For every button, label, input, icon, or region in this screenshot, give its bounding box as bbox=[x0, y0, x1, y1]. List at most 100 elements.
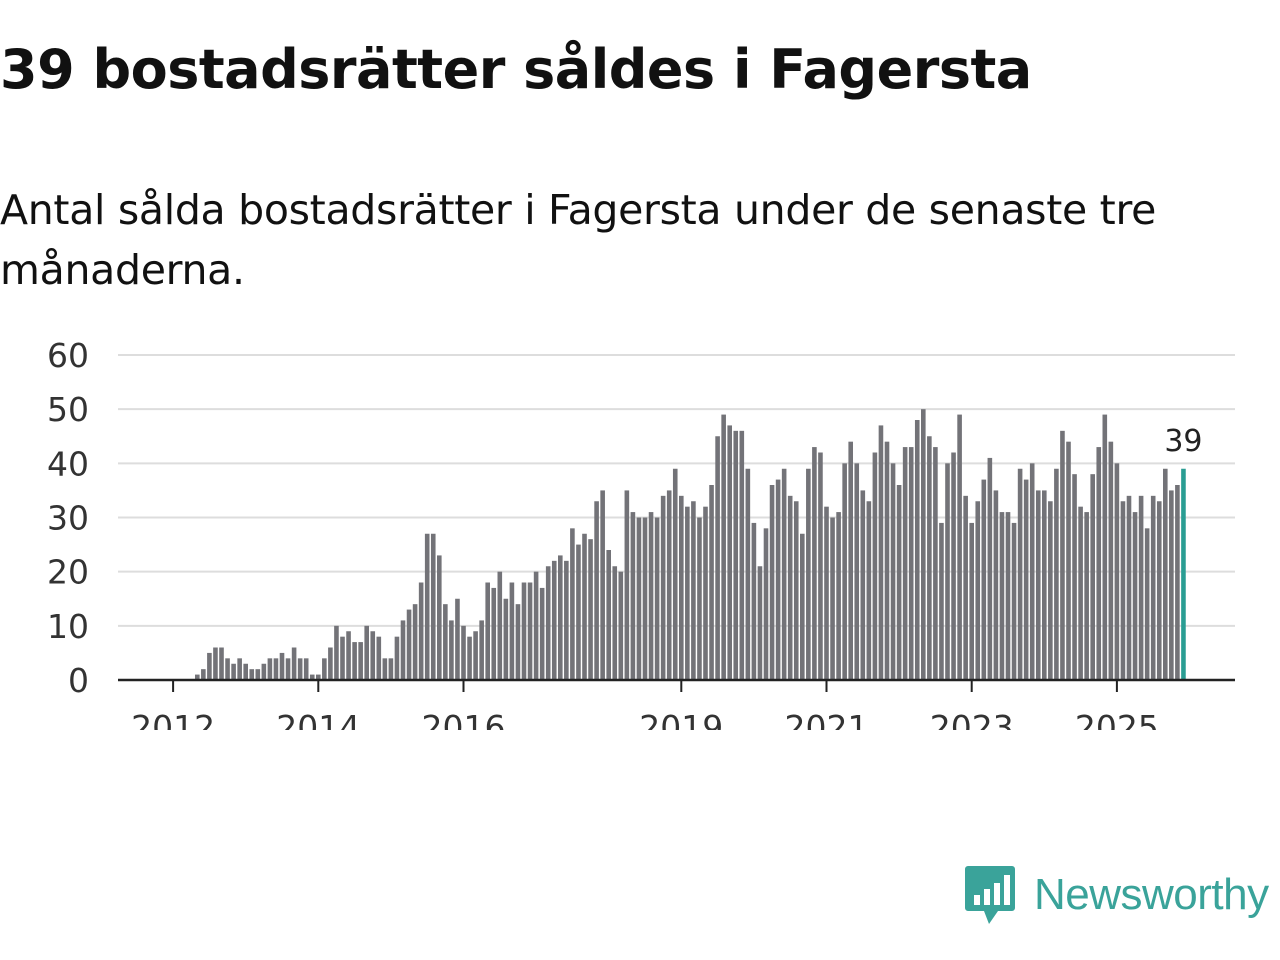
bar bbox=[1072, 474, 1077, 680]
bar bbox=[406, 609, 412, 680]
bar bbox=[612, 566, 618, 680]
bar bbox=[437, 555, 442, 680]
bar bbox=[775, 479, 781, 680]
bar-chart: 0 10 20 30 40 50 60 39 2012 2014 2016 2019 2021 2023 2… bbox=[47, 336, 1235, 730]
bar bbox=[309, 674, 315, 680]
bar bbox=[322, 658, 327, 680]
x-tick-label: 2014 bbox=[276, 708, 360, 730]
bar bbox=[745, 468, 751, 680]
bar bbox=[328, 647, 333, 680]
bar bbox=[545, 566, 551, 680]
bar bbox=[945, 463, 950, 680]
bar bbox=[1169, 490, 1174, 680]
bar bbox=[412, 604, 418, 680]
bar bbox=[243, 663, 248, 680]
bar bbox=[1048, 501, 1053, 680]
bar bbox=[781, 468, 787, 680]
bar bbox=[1156, 501, 1162, 680]
x-tick-label: 2025 bbox=[1075, 708, 1159, 730]
bar bbox=[1096, 447, 1102, 680]
bar bbox=[866, 501, 872, 680]
bar bbox=[279, 652, 285, 680]
bar bbox=[1017, 468, 1023, 680]
bar bbox=[733, 430, 739, 680]
bar bbox=[1114, 463, 1120, 680]
bar bbox=[467, 636, 472, 680]
bar bbox=[685, 506, 690, 680]
bar bbox=[1023, 479, 1029, 680]
bar bbox=[691, 501, 696, 680]
bar bbox=[679, 495, 684, 680]
bar bbox=[479, 620, 484, 680]
bar bbox=[1029, 463, 1035, 680]
bar bbox=[400, 620, 406, 680]
bar bbox=[376, 636, 382, 680]
bar bbox=[558, 555, 563, 680]
bar bbox=[291, 647, 297, 680]
bar bbox=[957, 414, 962, 680]
bar bbox=[812, 447, 817, 680]
bar bbox=[818, 452, 823, 680]
bar bbox=[721, 414, 726, 680]
bar bbox=[267, 658, 273, 680]
bar bbox=[872, 452, 878, 680]
brand-name: Newsworthy bbox=[1034, 870, 1269, 919]
bar bbox=[793, 501, 799, 680]
bar bbox=[1102, 414, 1108, 680]
bar bbox=[418, 582, 424, 680]
bar bbox=[213, 647, 218, 680]
bar bbox=[666, 490, 672, 680]
bar bbox=[654, 517, 660, 680]
y-tick-label: 40 bbox=[47, 444, 89, 483]
bar bbox=[352, 642, 357, 680]
bar bbox=[1150, 495, 1156, 680]
bar bbox=[564, 560, 569, 680]
bar bbox=[424, 533, 430, 680]
bar bbox=[551, 560, 557, 680]
bar bbox=[237, 658, 242, 680]
bar bbox=[763, 528, 769, 680]
bar bbox=[993, 490, 999, 680]
bar bbox=[981, 479, 987, 680]
bar bbox=[1144, 528, 1150, 680]
chart-subtitle: Antal sålda bostadsrätter i Fagersta und… bbox=[0, 186, 1157, 294]
bar bbox=[642, 517, 648, 680]
bar bbox=[201, 669, 206, 680]
bar bbox=[884, 441, 890, 680]
bar bbox=[219, 647, 224, 680]
bar bbox=[261, 663, 267, 680]
y-tick-label: 50 bbox=[47, 390, 89, 429]
bar bbox=[340, 636, 345, 680]
data-label-highlight: 39 bbox=[1164, 424, 1202, 459]
bar bbox=[836, 512, 841, 680]
bar bbox=[927, 436, 932, 680]
bar bbox=[231, 663, 236, 680]
bar bbox=[1005, 512, 1011, 680]
bar bbox=[1066, 441, 1071, 680]
bar bbox=[914, 420, 920, 680]
bar bbox=[751, 522, 757, 680]
bar bbox=[491, 587, 497, 680]
bar bbox=[461, 625, 466, 680]
newsworthy-logo-icon bbox=[965, 866, 1015, 924]
bar bbox=[334, 625, 339, 680]
bar bbox=[624, 490, 630, 680]
bar bbox=[618, 571, 624, 680]
bar bbox=[878, 425, 884, 680]
bar bbox=[987, 457, 993, 680]
bar bbox=[715, 436, 720, 680]
bar bbox=[521, 582, 527, 680]
bar bbox=[1175, 485, 1180, 680]
bar bbox=[1011, 522, 1017, 680]
bar bbox=[975, 501, 981, 680]
bar bbox=[830, 517, 835, 680]
bar bbox=[503, 598, 509, 680]
bar bbox=[449, 620, 454, 680]
bar bbox=[739, 430, 745, 680]
bar bbox=[570, 528, 575, 680]
bar bbox=[364, 625, 369, 680]
y-tick-label: 20 bbox=[47, 553, 89, 592]
bar bbox=[358, 642, 363, 680]
bar bbox=[316, 674, 321, 680]
chart-title: 39 bostadsrätter såldes i Fagersta bbox=[0, 38, 1032, 101]
